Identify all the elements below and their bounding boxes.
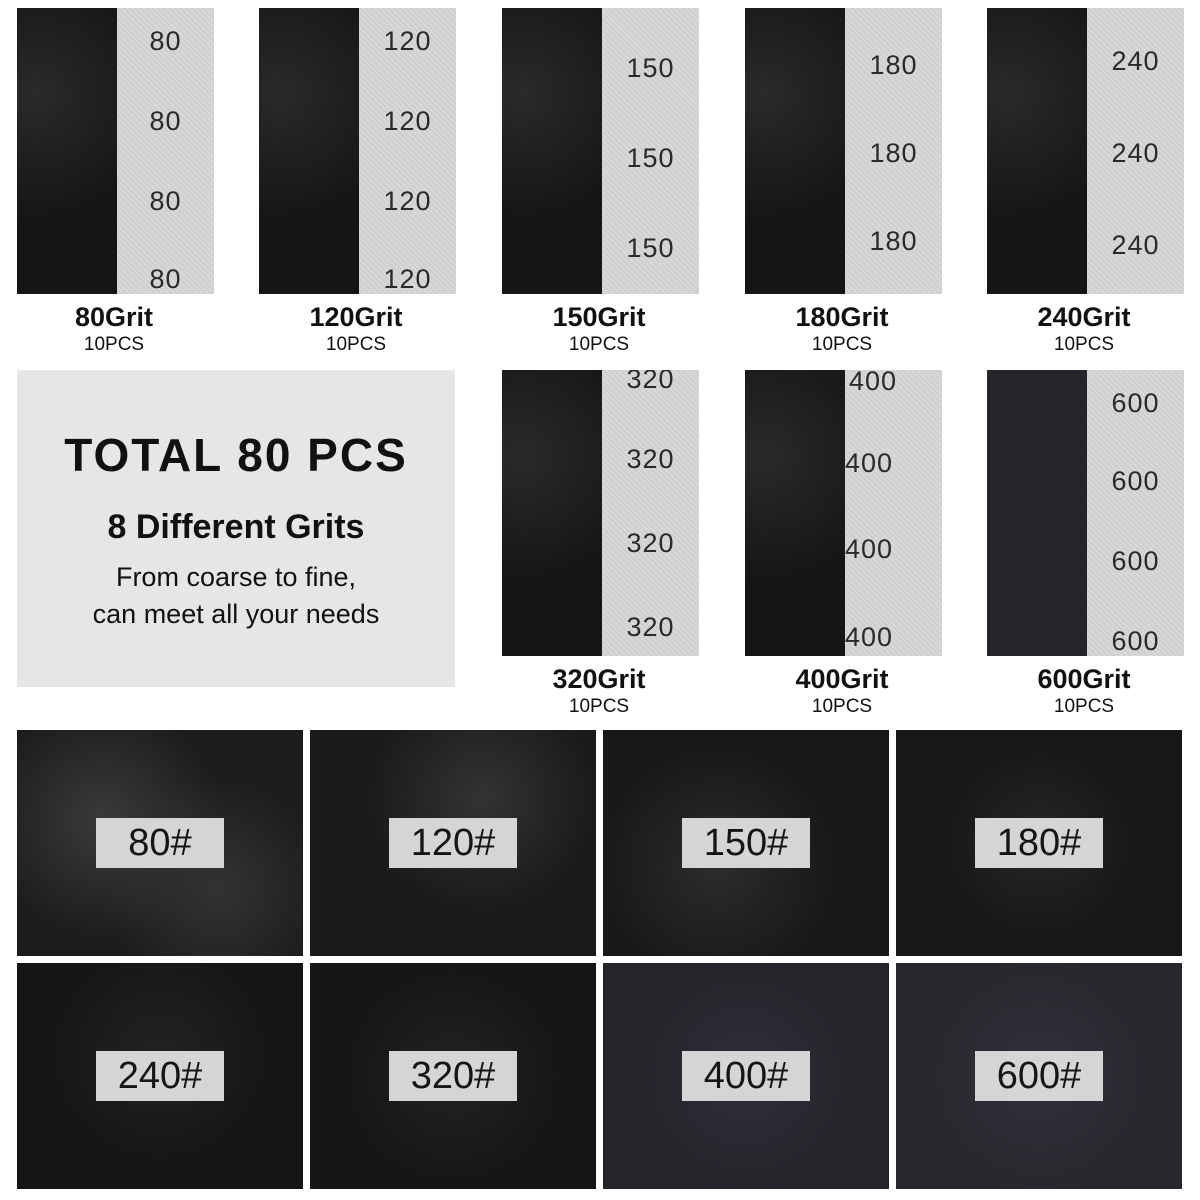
grit-label: 80Grit: [74, 302, 154, 332]
closeup-150: 150#: [603, 730, 889, 956]
grits-subheading: 8 Different Grits: [107, 508, 365, 546]
sheet-back: 120 120 120 120: [359, 8, 456, 294]
info-box: TOTAL 80 PCS 8 Different Grits From coar…: [17, 370, 455, 687]
sheet-back: 80 80 80 80: [117, 8, 214, 294]
closeup-400: 400#: [603, 963, 889, 1189]
pcs-label: 10PCS: [568, 334, 630, 355]
pcs-label: 10PCS: [1053, 696, 1115, 717]
sheet-320: 320 320 320 320: [502, 370, 699, 656]
grit-number: 600: [1111, 388, 1160, 418]
grit-label: 120Grit: [309, 302, 403, 332]
grit-number: 150: [626, 143, 675, 173]
closeup-label: 240#: [96, 1051, 224, 1101]
closeup-80: 80#: [17, 730, 303, 956]
grit-label: 180Grit: [795, 302, 889, 332]
caption-600: 600Grit 10PCS: [984, 664, 1184, 718]
grit-number: 400: [845, 622, 894, 652]
grit-label: 320Grit: [552, 664, 646, 694]
pcs-label: 10PCS: [811, 696, 873, 717]
sheet-120: 120 120 120 120: [259, 8, 456, 294]
grit-number: 320: [626, 444, 675, 474]
info-line-1: From coarse to fine,: [115, 562, 357, 592]
closeup-180: 180#: [896, 730, 1182, 956]
caption-240: 240Grit 10PCS: [984, 302, 1184, 356]
closeup-240: 240#: [17, 963, 303, 1189]
grit-number: 240: [1111, 138, 1160, 168]
grit-number: 120: [383, 264, 432, 294]
closeup-label: 80#: [96, 818, 224, 868]
total-heading: TOTAL 80 PCS: [64, 429, 408, 481]
pcs-label: 10PCS: [325, 334, 387, 355]
grit-number: 80: [149, 106, 182, 136]
grit-number: 180: [869, 226, 918, 256]
grit-label: 240Grit: [1037, 302, 1131, 332]
closeup-320: 320#: [310, 963, 596, 1189]
grit-number: 400: [845, 448, 894, 478]
grit-number: 600: [1111, 466, 1160, 496]
sheet-front: [502, 370, 602, 656]
grit-number: 400: [845, 534, 894, 564]
caption-120: 120Grit 10PCS: [256, 302, 456, 356]
closeup-label: 120#: [389, 818, 517, 868]
sheet-80: 80 80 80 80: [17, 8, 214, 294]
pcs-label: 10PCS: [83, 334, 145, 355]
caption-180: 180Grit 10PCS: [742, 302, 942, 356]
sheet-400: 400 400 400 400: [745, 370, 942, 656]
caption-150: 150Grit 10PCS: [499, 302, 699, 356]
sheet-180: 180 180 180: [745, 8, 942, 294]
closeup-600: 600#: [896, 963, 1182, 1189]
grit-number: 180: [869, 50, 918, 80]
grit-number: 600: [1111, 626, 1160, 656]
sheet-front: [502, 8, 602, 294]
closeup-label: 600#: [975, 1051, 1103, 1101]
sheet-600: 600 600 600 600: [987, 370, 1184, 656]
caption-400: 400Grit 10PCS: [742, 664, 942, 718]
sheet-front: [259, 8, 359, 294]
sheet-240: 240 240 240: [987, 8, 1184, 294]
pcs-label: 10PCS: [1053, 334, 1115, 355]
grit-number: 120: [383, 26, 432, 56]
grit-number: 80: [149, 264, 182, 294]
closeup-120: 120#: [310, 730, 596, 956]
grit-number: 240: [1111, 230, 1160, 260]
grit-number: 180: [869, 138, 918, 168]
grit-number: 320: [626, 528, 675, 558]
pcs-label: 10PCS: [811, 334, 873, 355]
grit-number: 600: [1111, 546, 1160, 576]
closeup-label: 400#: [682, 1051, 810, 1101]
grit-number: 320: [626, 370, 675, 394]
closeup-label: 150#: [682, 818, 810, 868]
sheet-front: [745, 370, 845, 656]
closeup-label: 180#: [975, 818, 1103, 868]
sheet-back: 150 150 150: [602, 8, 699, 294]
pcs-label: 10PCS: [568, 696, 630, 717]
closeup-label: 320#: [389, 1051, 517, 1101]
grit-number: 320: [626, 612, 675, 642]
grit-label: 150Grit: [552, 302, 646, 332]
sheet-front: [17, 8, 117, 294]
grit-label: 400Grit: [795, 664, 889, 694]
sheet-150: 150 150 150: [502, 8, 699, 294]
grit-number: 240: [1111, 46, 1160, 76]
sheet-back: 180 180 180: [845, 8, 942, 294]
caption-80: 80Grit 10PCS: [14, 302, 214, 356]
grit-number: 400: [849, 370, 898, 396]
grit-number: 120: [383, 186, 432, 216]
sheet-back: 240 240 240: [1087, 8, 1184, 294]
grit-number: 150: [626, 233, 675, 263]
caption-320: 320Grit 10PCS: [499, 664, 699, 718]
grit-number: 120: [383, 106, 432, 136]
sheet-front: [987, 370, 1087, 656]
grit-number: 150: [626, 53, 675, 83]
sheet-front: [745, 8, 845, 294]
sheet-back: 320 320 320 320: [602, 370, 699, 656]
sheet-front: [987, 8, 1087, 294]
grit-label: 600Grit: [1037, 664, 1131, 694]
grit-number: 80: [149, 26, 182, 56]
sheet-back: 400 400 400 400: [845, 370, 942, 656]
grit-number: 80: [149, 186, 182, 216]
info-line-2: can meet all your needs: [92, 599, 380, 629]
sheet-back: 600 600 600 600: [1087, 370, 1184, 656]
